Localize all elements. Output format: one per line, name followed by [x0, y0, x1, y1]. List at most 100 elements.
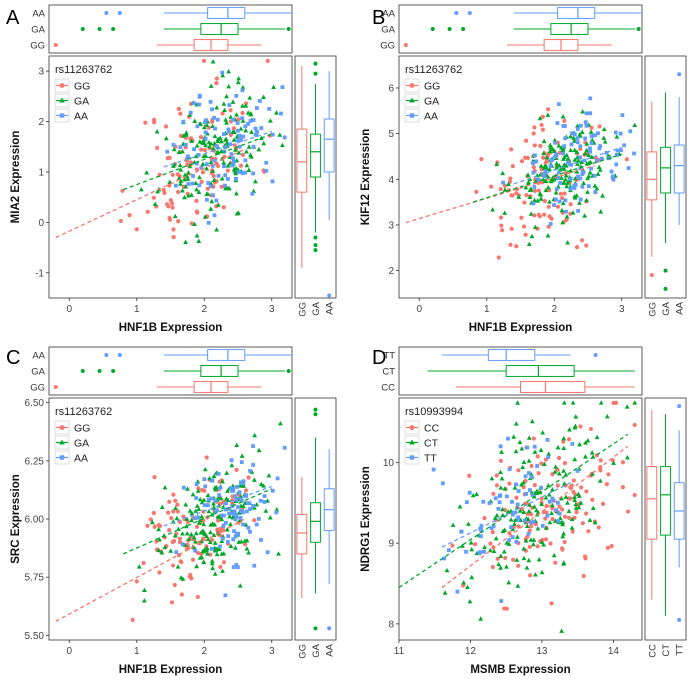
point-ga	[563, 177, 568, 182]
point-ga	[220, 568, 225, 573]
point-cc	[491, 491, 496, 496]
point-aa	[235, 484, 239, 489]
point-ga	[585, 189, 590, 194]
point-cc	[539, 461, 544, 466]
point-ga	[159, 550, 165, 555]
point-tt	[556, 519, 561, 523]
point-ga	[214, 105, 220, 110]
point-cc	[529, 463, 534, 469]
point-gg	[145, 209, 150, 214]
point-aa	[178, 145, 183, 150]
point-ga	[206, 143, 212, 149]
point-ga	[184, 523, 189, 529]
point-cc	[596, 525, 601, 530]
point-aa	[239, 498, 244, 503]
point-gg	[163, 124, 169, 129]
point-aa	[210, 546, 214, 551]
point-ga	[500, 170, 506, 176]
point-gg	[532, 125, 537, 130]
point-aa	[256, 517, 261, 521]
point-ga	[267, 118, 273, 123]
point-ct	[469, 546, 475, 552]
point-ct	[494, 512, 500, 518]
point-ga	[183, 239, 188, 244]
point-ga	[547, 199, 552, 204]
point-gg	[169, 201, 175, 206]
point-aa	[234, 93, 239, 98]
point-ga	[157, 537, 162, 542]
point-ga	[528, 211, 534, 216]
point-ga	[588, 159, 593, 165]
point-ga	[178, 167, 184, 172]
legend-label: GA	[74, 96, 89, 108]
point-cc	[562, 461, 568, 466]
point-ga	[203, 142, 208, 148]
point-gg	[170, 539, 175, 545]
point-ga	[199, 538, 204, 544]
point-aa	[214, 198, 219, 203]
point-aa	[229, 486, 233, 491]
point-ct	[541, 542, 546, 547]
point-gg	[242, 542, 248, 547]
point-aa	[227, 507, 232, 511]
point-ct	[532, 449, 538, 454]
point-tt	[440, 481, 445, 486]
point-aa	[253, 126, 258, 131]
point-ga	[204, 166, 210, 171]
point-aa	[238, 480, 243, 485]
point-cc	[613, 400, 619, 405]
point-ct	[531, 537, 537, 542]
point-ga	[247, 95, 253, 100]
point-ga	[167, 179, 173, 184]
point-gg	[185, 519, 190, 525]
point-ga	[222, 137, 228, 142]
point-ga	[575, 123, 580, 128]
point-ga	[208, 141, 214, 146]
point-gg	[238, 163, 244, 168]
point-aa	[186, 154, 190, 159]
point-aa	[259, 537, 263, 542]
point-aa	[595, 158, 599, 163]
point-ct	[517, 439, 523, 445]
point-ct	[498, 565, 503, 570]
point-ga	[208, 206, 214, 211]
point-ct	[561, 445, 567, 450]
point-ga	[138, 186, 144, 192]
point-gg	[215, 163, 221, 168]
point-gg	[143, 120, 148, 125]
outlier	[80, 27, 85, 31]
point-aa	[280, 85, 285, 90]
point-aa	[554, 152, 559, 157]
point-gg	[167, 155, 172, 160]
point-ct	[583, 454, 588, 459]
point-ga	[201, 559, 206, 565]
point-ct	[469, 574, 475, 580]
outlier	[313, 71, 318, 76]
point-aa	[254, 522, 259, 527]
point-ga	[581, 180, 587, 186]
point-ga	[502, 210, 508, 215]
y-tick-label: 5.75	[25, 573, 45, 584]
point-ga	[242, 538, 248, 543]
point-cc	[605, 545, 611, 550]
legend-label: CC	[424, 423, 440, 435]
point-ga	[189, 510, 195, 516]
side-boxplots: CC CT TT	[646, 404, 686, 658]
point-cc	[555, 483, 560, 488]
point-tt	[570, 442, 575, 446]
point-gg	[584, 243, 589, 248]
point-ga	[144, 170, 150, 175]
outlier	[313, 248, 318, 253]
point-aa	[206, 503, 210, 508]
point-ct	[532, 504, 537, 509]
box	[646, 151, 658, 201]
point-tt	[515, 502, 520, 507]
box-label: CC	[647, 644, 658, 658]
point-cc	[507, 530, 512, 536]
point-gg	[172, 582, 177, 588]
point-ct	[578, 500, 584, 505]
point-gg	[536, 212, 541, 217]
point-ga	[572, 157, 578, 162]
x-axis-label: HNF1B Expression	[469, 322, 573, 334]
x-tick-label: 1	[484, 304, 490, 315]
